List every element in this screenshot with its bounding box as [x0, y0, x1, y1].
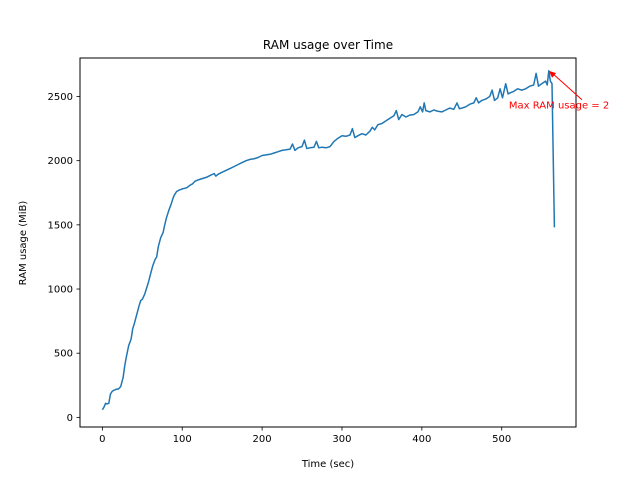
- axis-ticks: 0 100 200 300 400 500 0 500 1000 1500 2000 2500: [48, 92, 512, 445]
- x-tick-label: 200: [253, 434, 272, 445]
- y-tick-label: 1500: [48, 220, 73, 231]
- x-tick-label: 300: [332, 434, 351, 445]
- y-tick-label: 500: [54, 349, 73, 360]
- y-tick-label: 0: [67, 413, 73, 424]
- x-tick-label: 400: [412, 434, 431, 445]
- annotation: Max RAM usage = 2: [509, 70, 609, 112]
- axes-frame: [79, 57, 577, 428]
- y-tick-label: 1000: [48, 285, 73, 296]
- x-axis-label: Time (sec): [301, 459, 354, 470]
- y-tick-label: 2500: [48, 92, 73, 103]
- annotation-arrow: [550, 71, 583, 101]
- annotation-arrowhead: [548, 70, 557, 78]
- x-tick-label: 500: [492, 434, 511, 445]
- y-axis-label: RAM usage (MiB): [18, 201, 29, 286]
- plot-area: [101, 70, 556, 411]
- chart-title: RAM usage over Time: [263, 38, 393, 52]
- x-tick-label: 100: [173, 434, 192, 445]
- x-tick-label: 0: [99, 434, 105, 445]
- annotation-text: Max RAM usage = 2: [509, 101, 609, 112]
- y-tick-label: 2000: [48, 156, 73, 167]
- series-line: [101, 70, 556, 411]
